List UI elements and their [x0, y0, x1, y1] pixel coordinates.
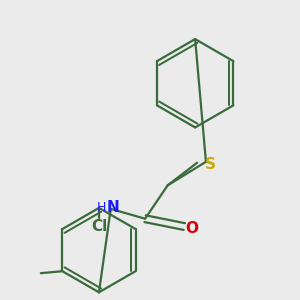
Text: N: N — [106, 200, 119, 215]
Text: O: O — [186, 221, 199, 236]
Text: H: H — [97, 201, 106, 214]
Text: S: S — [206, 157, 216, 172]
Text: Cl: Cl — [91, 219, 107, 234]
